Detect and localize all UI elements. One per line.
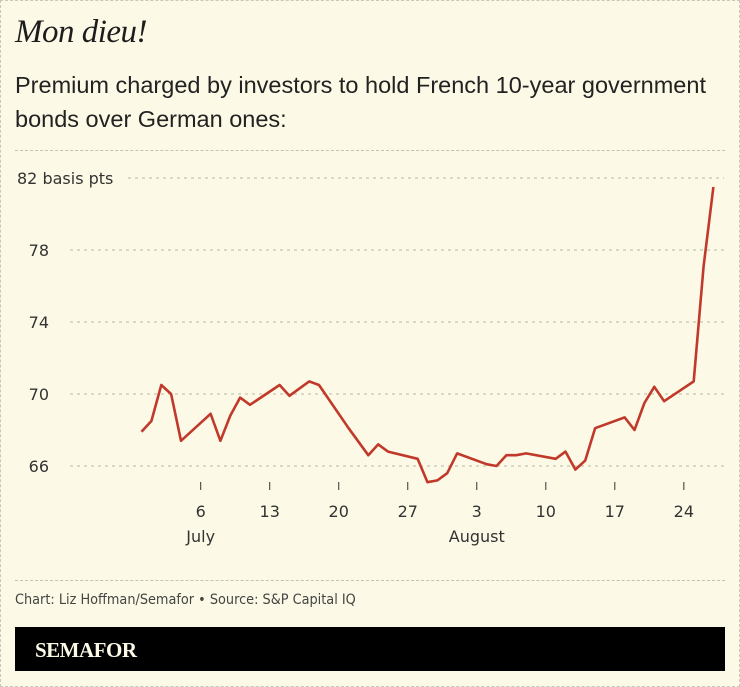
line-chart: 66 70 74 78 82 basis pts 6 13 20 27 3 10 17 24 July Au… <box>17 169 724 546</box>
x-tick-label: 20 <box>329 502 349 521</box>
semafor-logo: SEMAFOR <box>35 638 137 662</box>
month-label: August <box>449 527 505 546</box>
top-divider <box>15 150 725 151</box>
chart-credit: Chart: Liz Hoffman/Semafor • Source: S&P… <box>15 592 356 608</box>
spread-line <box>140 186 715 484</box>
brand-bar: SEMAFOR <box>15 627 725 671</box>
x-tick-label: 6 <box>196 502 206 521</box>
x-tick-label: 3 <box>472 502 482 521</box>
y-tick-label: 78 <box>29 241 49 260</box>
month-label: July <box>185 527 215 546</box>
chart-title: Mon dieu! <box>15 14 148 50</box>
y-tick-label: 66 <box>29 457 49 476</box>
x-tick-label: 17 <box>605 502 625 521</box>
y-tick-label: 70 <box>29 385 49 404</box>
chart-subtitle: Premium charged by investors to hold Fre… <box>15 72 706 132</box>
y-tick-label: 74 <box>29 313 49 332</box>
bottom-divider <box>15 580 725 581</box>
x-tick-label: 10 <box>536 502 556 521</box>
y-tick-label: 82 basis pts <box>17 169 113 188</box>
x-tick-label: 13 <box>260 502 280 521</box>
x-tick-label: 27 <box>398 502 418 521</box>
x-tick-label: 24 <box>674 502 694 521</box>
